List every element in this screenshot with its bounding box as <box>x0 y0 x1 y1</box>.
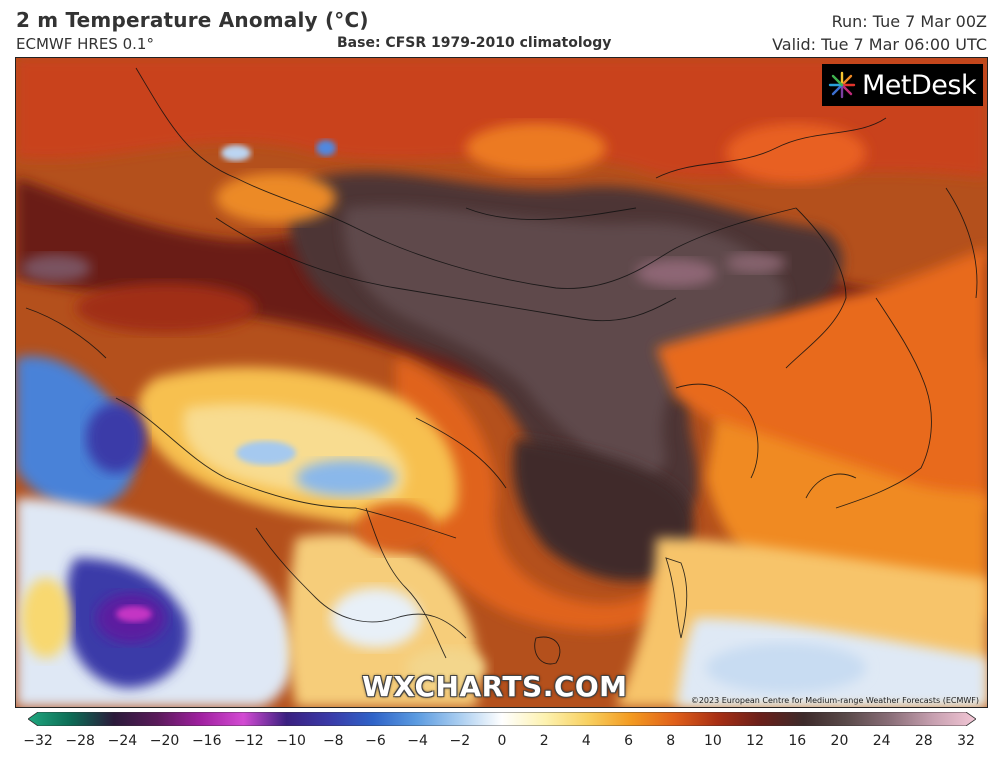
metdesk-starburst-icon <box>828 71 856 99</box>
metdesk-logo-text: MetDesk <box>862 69 977 101</box>
model-label: ECMWF HRES 0.1° <box>16 35 154 53</box>
colorbar-tick-label: −12 <box>234 733 264 749</box>
wxcharts-watermark: WXCHARTS.COM <box>362 670 628 703</box>
colorbar-tick-label: −20 <box>149 733 180 749</box>
colorbar-gradient <box>28 712 976 726</box>
colorbar-tick-label: 4 <box>581 733 591 749</box>
metdesk-logo: MetDesk <box>822 64 983 106</box>
colorbar-tick-labels: −32 −28 −24 −20 −16 −12 −10 −8 −6 −4 −2 0 2 4 6 8 10 12 16… <box>0 733 1003 753</box>
colorbar-tick-label: 28 <box>914 733 933 749</box>
run-time-label: Run: Tue 7 Mar 00Z <box>831 12 987 31</box>
colorbar-tick-label: −24 <box>107 733 138 749</box>
colorbar-tick-label: 16 <box>788 733 807 749</box>
colorbar-tick-label: 12 <box>746 733 764 749</box>
colorbar-tick-label: 8 <box>666 733 676 749</box>
colorbar-bar <box>28 712 976 726</box>
chart-title: 2 m Temperature Anomaly (°C) <box>16 8 369 32</box>
colorbar-tick-label: 6 <box>624 733 633 749</box>
colorbar-tick-label: −16 <box>191 733 222 749</box>
anomaly-map[interactable]: MetDesk WXCHARTS.COM ©2023 European Cent… <box>15 57 988 708</box>
colorbar-tick-label: 10 <box>703 733 722 749</box>
colorbar-tick-label: 2 <box>539 733 549 749</box>
colorbar-tick-label: 0 <box>497 733 507 749</box>
colorbar-tick-label: 32 <box>957 733 975 749</box>
colorbar-tick-label: −32 <box>23 733 53 749</box>
colorbar-tick-label: −6 <box>365 733 386 749</box>
ecmwf-copyright: ©2023 European Centre for Medium-range W… <box>690 696 979 705</box>
colorbar-tick-label: 24 <box>872 733 891 749</box>
colorbar-tick-label: −2 <box>449 733 471 749</box>
colorbar-tick-label: −4 <box>407 733 428 749</box>
colorbar-tick-label: −8 <box>322 733 344 749</box>
colorbar <box>28 712 976 726</box>
colorbar-tick-label: −10 <box>276 733 306 749</box>
colorbar-tick-label: 20 <box>830 733 849 749</box>
valid-time-label: Valid: Tue 7 Mar 06:00 UTC <box>772 35 987 54</box>
anomaly-field <box>16 58 987 707</box>
colorbar-tick-label: −28 <box>65 733 95 749</box>
climatology-base-label: Base: CFSR 1979-2010 climatology <box>337 35 612 51</box>
